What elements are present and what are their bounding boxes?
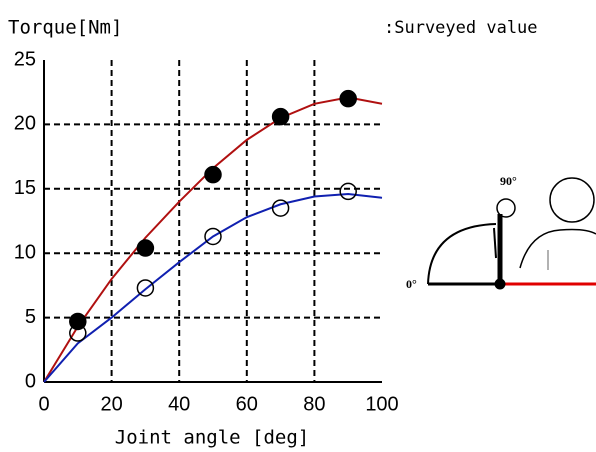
hand [496,198,516,218]
x-tick-label: 0 [38,393,49,415]
open-marker [271,199,290,217]
angle-arc [427,223,497,285]
x-tick-label: 40 [168,393,190,415]
x-axis-label: Joint angle [deg] [115,427,309,449]
y-tick-label: 0 [25,370,36,392]
annotation-90: 90° [500,174,517,188]
x-tick-label: 80 [303,393,325,415]
y-tick-label: 25 [14,48,36,70]
x-tick-label: 60 [236,393,258,415]
shoulder [519,228,596,269]
y-tick-label: 10 [14,241,36,263]
data-line [43,96,383,383]
y-tick-label: 15 [14,177,36,199]
annotation-0: 0° [406,277,417,291]
open-marker [69,324,87,342]
open-marker [204,227,222,246]
arm-detail [493,227,497,259]
filled-marker [204,165,222,184]
filled-marker [136,239,155,257]
joint-diagram [427,177,596,290]
filled-marker [339,89,357,108]
head [549,177,595,223]
x-tick-label: 100 [365,393,398,415]
data-line [43,192,383,383]
open-marker [339,182,357,201]
x-tick-label: 20 [100,393,122,415]
y-tick-label: 5 [25,306,36,328]
open-marker [136,279,155,297]
y-axis-label: Torque[Nm] [8,17,122,39]
joint [494,278,506,290]
y-tick-label: 20 [14,113,36,135]
legend-text: :Surveyed value [384,18,538,38]
filled-marker [271,107,290,126]
